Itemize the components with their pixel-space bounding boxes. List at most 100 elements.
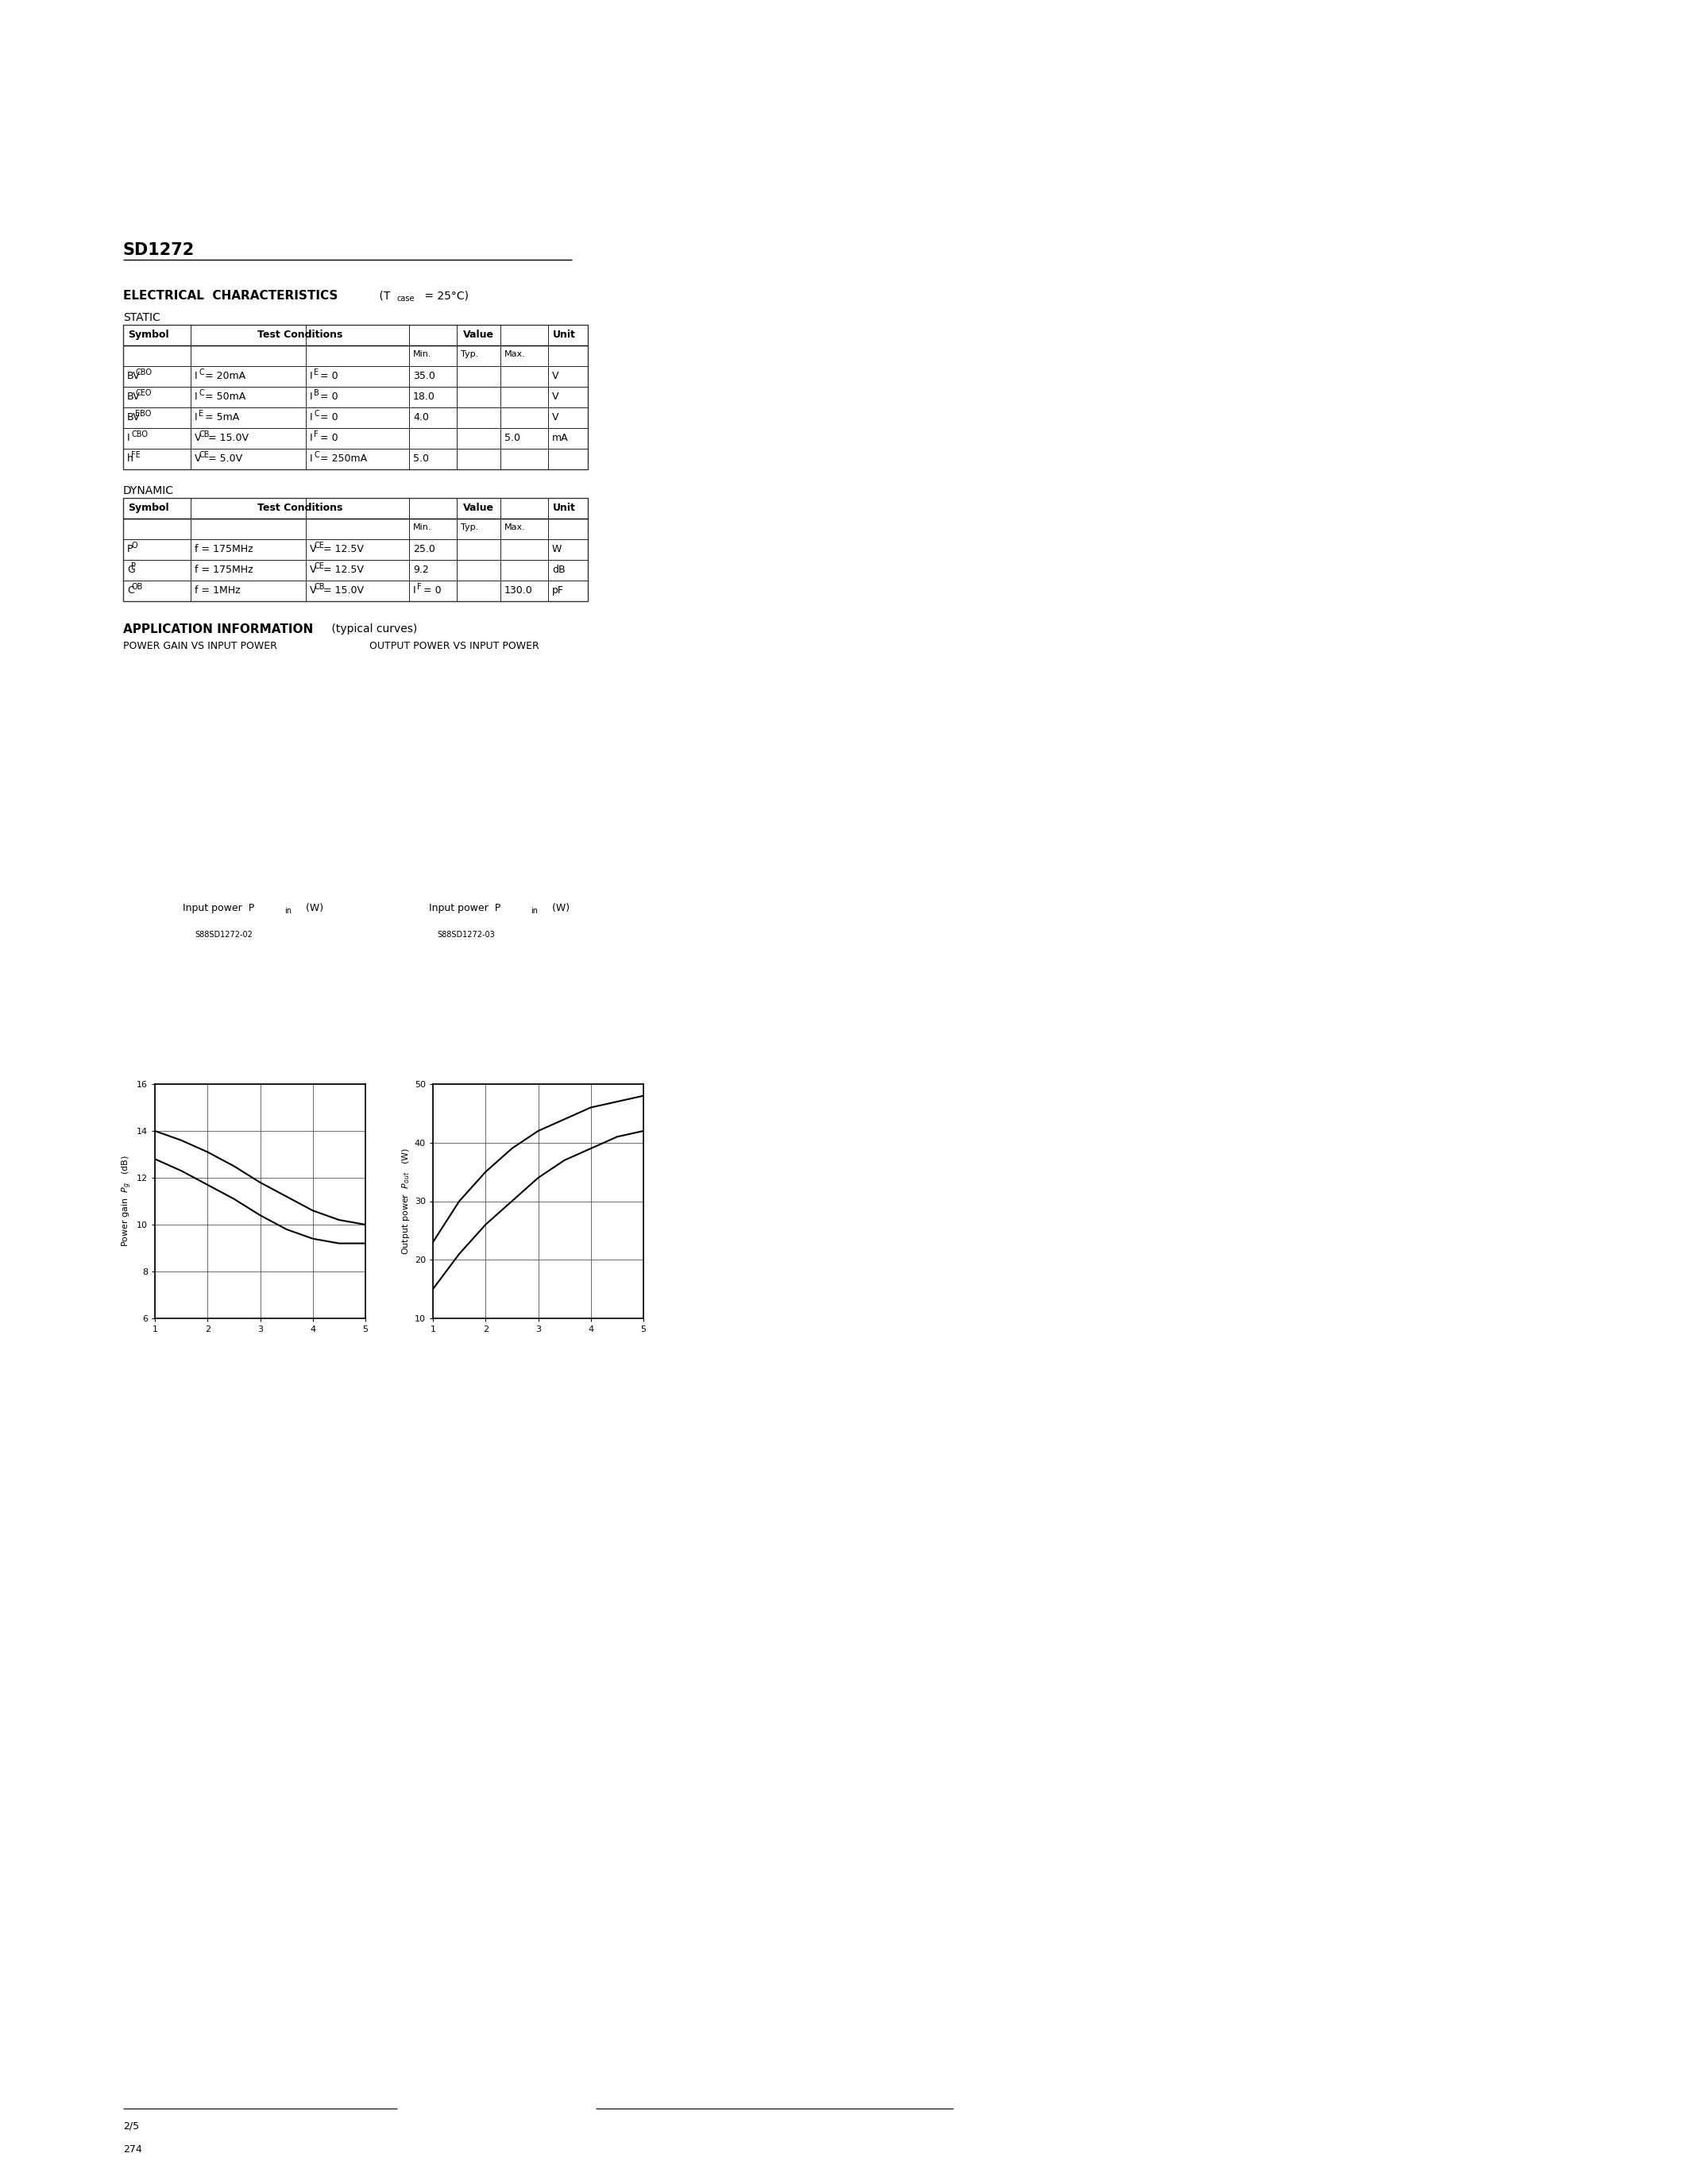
Text: SD1272: SD1272 — [123, 242, 194, 258]
Text: V: V — [552, 371, 559, 382]
Text: CBO: CBO — [132, 430, 149, 439]
Text: STATIC: STATIC — [123, 312, 160, 323]
Text: V: V — [311, 544, 317, 555]
Text: Symbol: Symbol — [128, 502, 169, 513]
Text: I: I — [311, 391, 312, 402]
Text: FE: FE — [132, 452, 140, 459]
Text: 35.0: 35.0 — [414, 371, 436, 382]
Text: F: F — [417, 583, 422, 592]
Text: I: I — [311, 371, 312, 382]
Text: dB: dB — [552, 566, 565, 574]
Text: Test Conditions: Test Conditions — [257, 502, 343, 513]
Text: CE: CE — [314, 561, 324, 570]
Text: O: O — [132, 542, 137, 550]
Text: I: I — [194, 371, 197, 382]
Text: 25.0: 25.0 — [414, 544, 436, 555]
Text: E: E — [199, 411, 204, 417]
Text: P: P — [132, 561, 137, 570]
Text: 9.2: 9.2 — [414, 566, 429, 574]
Text: Max.: Max. — [505, 524, 525, 531]
Text: F: F — [314, 430, 319, 439]
Text: BV: BV — [127, 371, 140, 382]
Text: pF: pF — [552, 585, 564, 596]
Text: Min.: Min. — [414, 524, 432, 531]
Text: Unit: Unit — [554, 502, 576, 513]
Text: in: in — [530, 906, 538, 915]
Y-axis label: Power gain  $P_g$   (dB): Power gain $P_g$ (dB) — [120, 1155, 133, 1247]
Text: I: I — [311, 413, 312, 422]
Text: CBO: CBO — [135, 369, 152, 376]
Text: C: C — [314, 411, 319, 417]
Text: EBO: EBO — [135, 411, 152, 417]
Text: 5.0: 5.0 — [505, 432, 520, 443]
Text: S88SD1272-02: S88SD1272-02 — [194, 930, 253, 939]
Text: case: case — [397, 295, 415, 304]
Text: G: G — [127, 566, 135, 574]
Text: 2/5: 2/5 — [123, 2121, 138, 2132]
Text: = 0: = 0 — [317, 371, 338, 382]
Text: = 0: = 0 — [420, 585, 442, 596]
Text: E: E — [314, 369, 319, 376]
Text: V: V — [311, 566, 317, 574]
Text: CB: CB — [199, 430, 209, 439]
Text: = 15.0V: = 15.0V — [204, 432, 248, 443]
Text: ELECTRICAL  CHARACTERISTICS: ELECTRICAL CHARACTERISTICS — [123, 290, 338, 301]
Text: = 0: = 0 — [317, 413, 338, 422]
Text: V: V — [552, 413, 559, 422]
Text: f = 175MHz: f = 175MHz — [194, 566, 253, 574]
Text: h: h — [127, 454, 133, 463]
Bar — [123, 325, 587, 470]
Text: in: in — [284, 906, 292, 915]
Text: Symbol: Symbol — [128, 330, 169, 341]
Text: = 5.0V: = 5.0V — [204, 454, 243, 463]
Text: (W): (W) — [297, 902, 324, 913]
Text: V: V — [194, 432, 201, 443]
Text: (T: (T — [376, 290, 390, 301]
Text: (typical curves): (typical curves) — [327, 622, 417, 636]
Text: 274: 274 — [123, 2145, 142, 2156]
Text: CE: CE — [314, 542, 324, 550]
Text: B: B — [314, 389, 319, 397]
Text: I: I — [311, 432, 312, 443]
Bar — [123, 498, 587, 601]
Text: Input power  P: Input power P — [182, 902, 255, 913]
Text: = 0: = 0 — [317, 432, 338, 443]
Text: = 250mA: = 250mA — [317, 454, 368, 463]
Text: mA: mA — [552, 432, 569, 443]
Text: = 15.0V: = 15.0V — [321, 585, 365, 596]
Text: W: W — [552, 544, 562, 555]
Text: CB: CB — [314, 583, 324, 592]
Text: V: V — [194, 454, 201, 463]
Text: Typ.: Typ. — [461, 349, 478, 358]
Text: Min.: Min. — [414, 349, 432, 358]
Text: OB: OB — [132, 583, 143, 592]
Text: Typ.: Typ. — [461, 524, 478, 531]
Text: I: I — [194, 413, 197, 422]
Text: POWER GAIN VS INPUT POWER: POWER GAIN VS INPUT POWER — [123, 640, 277, 651]
Text: P: P — [127, 544, 133, 555]
Text: 5.0: 5.0 — [414, 454, 429, 463]
Text: C: C — [314, 452, 319, 459]
Text: 18.0: 18.0 — [414, 391, 436, 402]
Y-axis label: Output power  $P_{out}$   (W): Output power $P_{out}$ (W) — [400, 1147, 412, 1256]
Text: C: C — [127, 585, 133, 596]
Text: APPLICATION INFORMATION: APPLICATION INFORMATION — [123, 622, 314, 636]
Text: 4.0: 4.0 — [414, 413, 429, 422]
Text: C: C — [199, 369, 204, 376]
Text: 130.0: 130.0 — [505, 585, 533, 596]
Text: = 0: = 0 — [317, 391, 338, 402]
Text: Input power  P: Input power P — [429, 902, 501, 913]
Text: BV: BV — [127, 391, 140, 402]
Text: Value: Value — [463, 502, 495, 513]
Text: = 25°C): = 25°C) — [420, 290, 469, 301]
Text: = 12.5V: = 12.5V — [321, 544, 365, 555]
Text: V: V — [311, 585, 317, 596]
Text: f = 1MHz: f = 1MHz — [194, 585, 240, 596]
Text: (W): (W) — [542, 902, 569, 913]
Text: I: I — [127, 432, 130, 443]
Text: CE: CE — [199, 452, 209, 459]
Text: OUTPUT POWER VS INPUT POWER: OUTPUT POWER VS INPUT POWER — [370, 640, 538, 651]
Text: = 12.5V: = 12.5V — [321, 566, 365, 574]
Text: = 5mA: = 5mA — [203, 413, 240, 422]
Text: C: C — [199, 389, 204, 397]
